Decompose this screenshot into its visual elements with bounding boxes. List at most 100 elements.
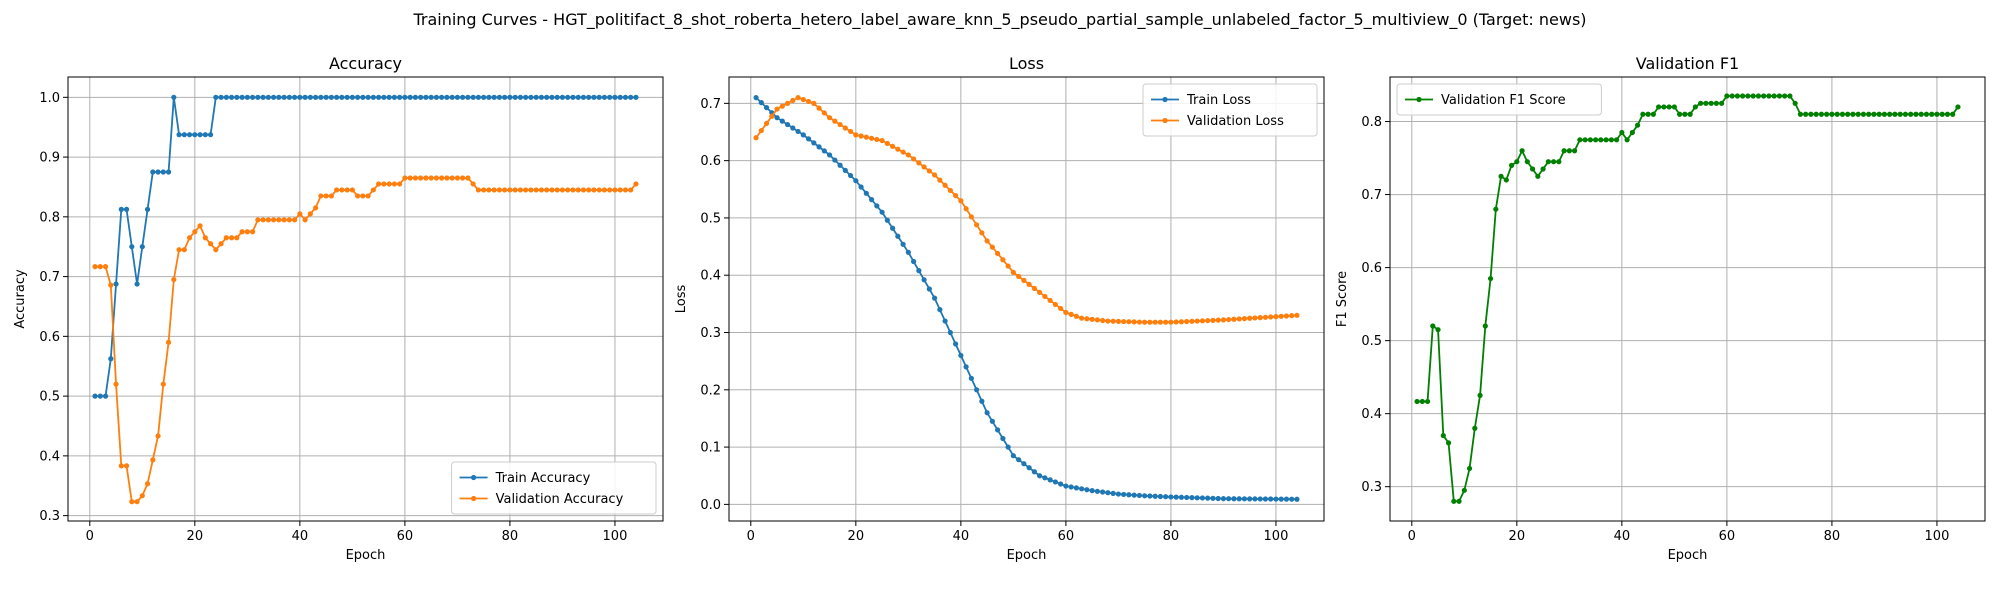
data-point <box>858 184 864 190</box>
data-point <box>355 193 361 199</box>
data-point <box>612 94 618 100</box>
data-point <box>868 135 875 141</box>
data-point <box>260 217 266 223</box>
data-point <box>213 94 219 100</box>
series-train-accuracy <box>92 94 639 399</box>
data-point <box>418 175 424 181</box>
data-point <box>281 94 287 100</box>
y-tick-label: 0.8 <box>39 210 60 225</box>
data-point <box>1598 137 1604 143</box>
data-point <box>1278 313 1284 319</box>
data-point <box>1892 111 1898 117</box>
data-point <box>1026 465 1032 471</box>
data-point <box>1587 137 1593 143</box>
data-point <box>805 136 812 142</box>
data-point <box>1000 435 1006 442</box>
data-point <box>1236 316 1242 322</box>
plot-frame <box>1389 76 1986 522</box>
data-point <box>123 463 130 469</box>
data-point <box>1466 465 1473 472</box>
data-point <box>1719 100 1725 106</box>
data-point <box>1734 93 1740 99</box>
data-point <box>1257 496 1263 502</box>
data-point <box>244 229 250 235</box>
data-point <box>1252 315 1258 321</box>
data-point <box>1094 317 1100 323</box>
data-point <box>1115 491 1122 497</box>
data-point <box>1168 494 1174 500</box>
chart-panel-3: 0 20 40 60 80 100 0.3 0.4 0.5 0.6 0.7 0.8 Validation… <box>1335 54 1986 563</box>
data-point <box>1876 111 1882 117</box>
data-point <box>1677 111 1683 117</box>
data-point <box>1283 496 1290 502</box>
data-point <box>439 94 445 100</box>
data-point <box>486 94 492 100</box>
data-point <box>307 211 313 217</box>
data-point <box>790 125 796 131</box>
data-point <box>402 94 408 100</box>
x-tick-label: 60 <box>1719 529 1736 544</box>
data-point <box>1761 93 1767 99</box>
data-point <box>1766 93 1772 99</box>
x-tick-label: 80 <box>502 529 519 544</box>
data-point <box>344 187 350 193</box>
data-point <box>491 94 497 100</box>
data-point <box>181 247 187 253</box>
data-point <box>1210 495 1216 501</box>
data-point <box>397 181 403 187</box>
legend-marker <box>471 495 477 502</box>
legend-box <box>1142 83 1318 137</box>
data-point <box>370 94 376 100</box>
data-point <box>549 187 555 193</box>
data-point <box>423 175 429 181</box>
data-point <box>784 121 791 128</box>
data-point <box>428 94 434 100</box>
data-point <box>1750 93 1756 99</box>
data-point <box>1037 473 1043 479</box>
data-point <box>486 187 492 193</box>
data-point <box>465 94 471 100</box>
legend: Train Accuracy Validation Accuracy <box>451 461 657 515</box>
legend-box <box>451 461 657 515</box>
data-point <box>995 427 1001 433</box>
data-point <box>517 187 524 193</box>
data-point <box>1100 317 1106 324</box>
data-point <box>853 132 859 138</box>
data-point <box>192 132 198 138</box>
data-point <box>633 94 639 100</box>
y-tick-label: 0.3 <box>39 509 60 524</box>
data-point <box>1740 93 1746 99</box>
data-point <box>1052 301 1058 308</box>
data-point <box>974 222 980 228</box>
data-point <box>92 264 98 270</box>
data-point <box>118 206 124 212</box>
x-tick-label: 80 <box>1163 529 1180 544</box>
data-point <box>554 94 560 100</box>
data-point <box>549 94 555 100</box>
data-point <box>292 217 298 223</box>
data-point <box>1955 104 1961 110</box>
data-point <box>842 125 848 131</box>
legend-marker <box>471 474 477 481</box>
data-point <box>779 118 785 124</box>
data-point <box>218 94 224 100</box>
data-point <box>318 94 324 100</box>
data-point <box>1126 492 1132 498</box>
data-point <box>249 229 256 235</box>
data-point <box>1257 315 1263 321</box>
y-tick-label: 0.3 <box>1361 480 1382 495</box>
data-point <box>439 175 445 181</box>
data-point <box>821 148 827 154</box>
series-line <box>95 177 637 503</box>
data-point <box>1519 148 1525 154</box>
data-point <box>1268 496 1274 502</box>
data-point <box>1157 319 1164 325</box>
data-point <box>1535 173 1541 179</box>
data-point <box>1010 453 1016 459</box>
data-point <box>1913 111 1919 117</box>
data-point <box>528 187 534 193</box>
data-point <box>963 206 969 212</box>
data-point <box>1430 323 1436 329</box>
legend: Validation F1 Score <box>1396 83 1602 116</box>
data-point <box>575 187 581 193</box>
